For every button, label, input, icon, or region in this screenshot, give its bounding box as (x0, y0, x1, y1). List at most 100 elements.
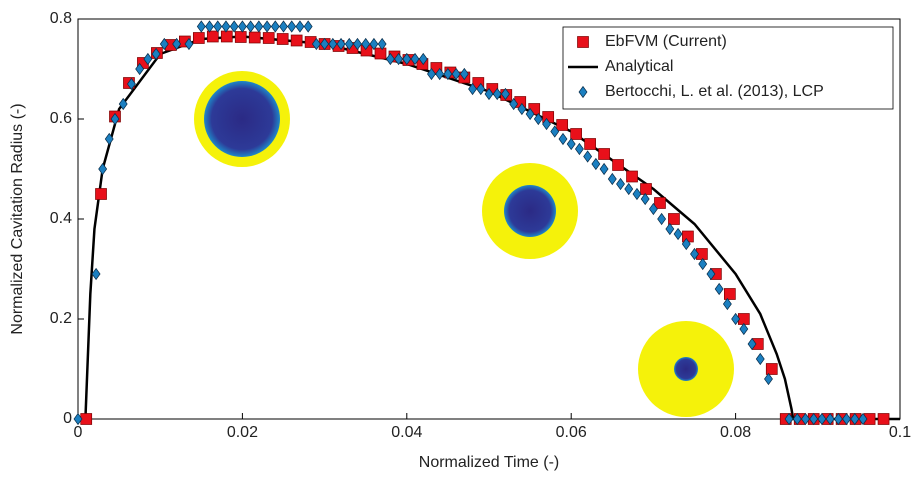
diamond-marker (722, 297, 732, 311)
y-axis-label: Normalized Cavitation Radius (-) (9, 103, 26, 334)
diamond-marker (184, 37, 194, 51)
diamond-marker (205, 20, 214, 33)
square-marker (877, 413, 890, 425)
diamond-marker (246, 20, 256, 33)
diamond-marker (858, 412, 868, 426)
diamond-marker (303, 20, 313, 33)
square-marker (528, 103, 541, 115)
diamond-marker (172, 37, 182, 51)
x-tick-label: 0.1 (889, 424, 911, 441)
diamond-marker (427, 67, 436, 81)
square-marker (668, 213, 680, 225)
square-marker (234, 31, 247, 43)
diamond-marker (640, 192, 650, 206)
square-marker (276, 33, 289, 45)
diamond-marker (583, 150, 593, 163)
legend-label: EbFVM (Current) (605, 33, 727, 50)
diamond-marker (418, 52, 428, 66)
diamond-marker (764, 372, 773, 386)
diamond-marker (616, 177, 625, 191)
diamond-marker (566, 137, 576, 151)
diamond-marker (394, 52, 404, 66)
square-marker (577, 36, 589, 48)
diamond-marker (731, 312, 741, 326)
diamond-marker (91, 267, 101, 281)
square-marker (220, 30, 233, 43)
diamond-marker (690, 247, 699, 261)
x-axis-label: Normalized Time (-) (419, 454, 559, 471)
square-marker (206, 30, 219, 43)
diamond-marker (714, 282, 724, 296)
diamond-marker (287, 20, 297, 33)
square-marker (765, 363, 778, 375)
diamond-marker (574, 142, 584, 156)
x-tick-label: 0.04 (391, 424, 422, 441)
diamond-marker (509, 97, 519, 111)
x-tick-label: 0.02 (227, 424, 258, 441)
diamond-marker (328, 37, 338, 51)
diamond-marker (665, 222, 675, 236)
square-marker (626, 170, 638, 183)
inset-bubbles (194, 71, 734, 417)
diamond-marker (833, 412, 843, 426)
diamond-marker (336, 37, 346, 51)
diamond-marker (739, 322, 749, 336)
diamond-marker (591, 157, 601, 171)
y-tick-label: 0 (63, 410, 72, 427)
diamond-marker (842, 412, 852, 426)
legend-label: Analytical (605, 58, 673, 75)
diamond-marker (484, 87, 494, 101)
diamond-marker (632, 187, 642, 201)
diamond-marker (311, 37, 321, 51)
diamond-marker (135, 62, 145, 76)
diamond-marker (747, 337, 757, 351)
square-marker (654, 197, 666, 209)
diamond-marker (143, 52, 153, 66)
square-marker (248, 31, 261, 44)
square-marker (570, 128, 582, 140)
square-marker (723, 288, 736, 300)
diamond-marker (262, 20, 272, 33)
diamond-marker (369, 37, 379, 51)
diamond-marker (792, 412, 802, 426)
y-tick-label: 0.4 (50, 210, 72, 227)
diamond-marker (476, 82, 486, 96)
diamond-marker (578, 85, 588, 99)
diamond-marker (279, 20, 288, 33)
diamond-marker (706, 267, 716, 281)
diamond-marker (151, 47, 161, 61)
diamond-marker (435, 67, 445, 81)
diamond-marker (270, 20, 280, 33)
diamond-marker (295, 20, 305, 33)
diamond-marker (98, 162, 108, 176)
diamond-marker (599, 162, 609, 176)
square-marker (612, 159, 624, 171)
diamond-marker (850, 412, 860, 426)
diamond-marker (353, 37, 362, 51)
diamond-marker (410, 52, 420, 66)
diamond-marker (492, 87, 502, 101)
diamond-marker (607, 172, 617, 186)
diamond-marker (525, 107, 535, 121)
diamond-marker (459, 67, 469, 81)
diamond-marker (385, 52, 395, 66)
diamond-marker (673, 227, 683, 241)
y-tick-label: 0.2 (50, 310, 72, 327)
diamond-marker (443, 67, 453, 81)
square-marker (584, 138, 596, 150)
x-tick-label: 0 (74, 424, 83, 441)
square-marker (290, 34, 303, 47)
diamond-marker (533, 112, 543, 126)
square-marker (374, 47, 387, 60)
diamond-marker (110, 112, 120, 126)
diamond-marker (229, 20, 239, 33)
diamond-marker (825, 412, 835, 426)
diamond-marker (550, 125, 560, 138)
diamond-marker (755, 352, 765, 366)
diamond-marker (468, 82, 477, 96)
square-marker (192, 32, 205, 44)
diamond-marker (159, 37, 169, 51)
diamond-marker (801, 412, 810, 426)
diamond-marker (517, 102, 527, 116)
